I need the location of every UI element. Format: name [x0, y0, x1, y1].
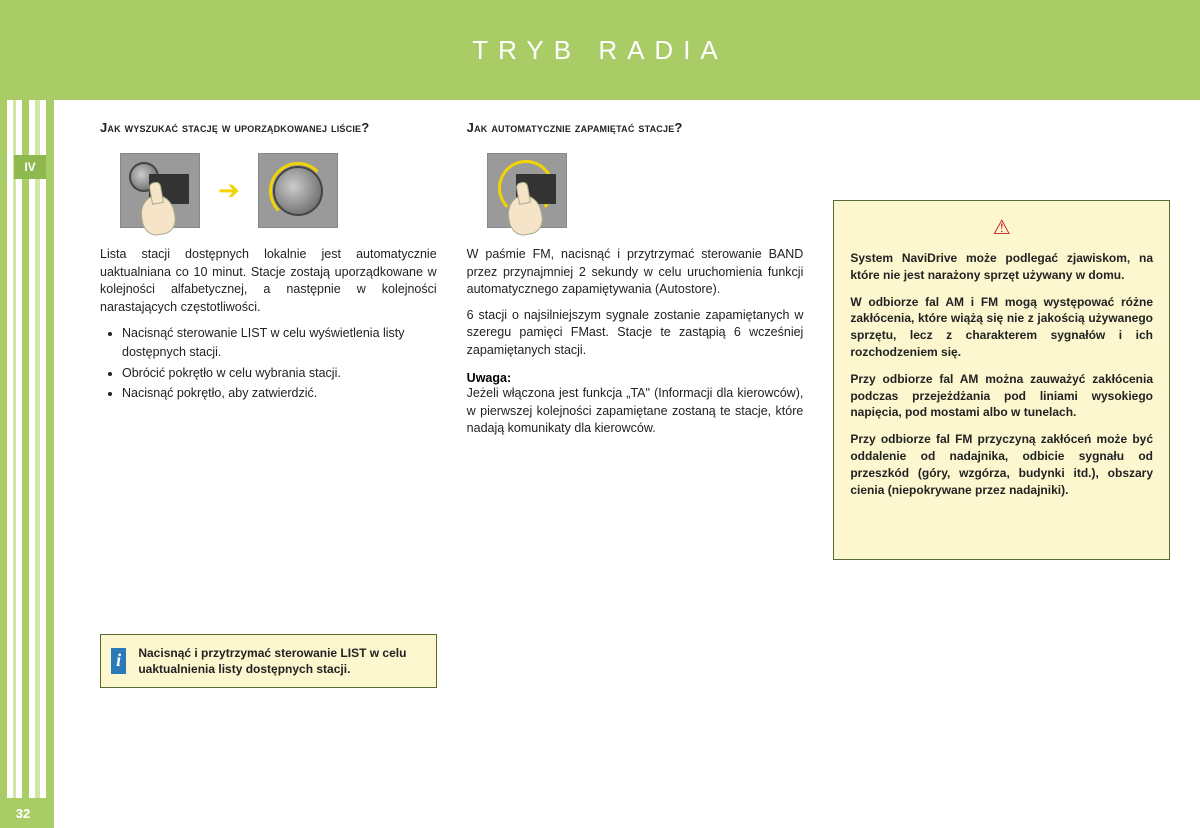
info-icon: i [111, 648, 126, 674]
list-item: Obrócić pokrętło w celu wybrania stacji. [122, 364, 437, 383]
col1-image-row: ➔ [100, 153, 437, 228]
page-number: 32 [0, 798, 46, 828]
warning-icon: ⚠ [850, 215, 1153, 240]
col1-heading: Jak wyszukać stację w uporządkowanej liś… [100, 120, 437, 135]
warn-para: System NaviDrive może podlegać zjawiskom… [850, 250, 1153, 284]
arrow-right-icon: ➔ [218, 175, 240, 206]
col2-image-row [467, 153, 804, 228]
column-1: Jak wyszukać stację w uporządkowanej liś… [100, 120, 437, 808]
list-item: Nacisnąć sterowanie LIST w celu wyświetl… [122, 324, 437, 362]
info-box: i Nacisnąć i przytrzymać sterowanie LIST… [100, 634, 437, 688]
warn-para: Przy odbiorze fal AM można zauważyć zakł… [850, 371, 1153, 421]
header-band: TRYB RADIA [0, 0, 1200, 100]
rotary-dial-image [258, 153, 338, 228]
uwaga-text: Jeżeli włączona jest funkcja „TA" (Infor… [467, 385, 804, 438]
warning-box: ⚠ System NaviDrive może podlegać zjawisk… [833, 200, 1170, 560]
col2-paragraph-2: 6 stacji o najsilniejszym sygnale zostan… [467, 307, 804, 360]
left-stripe-decor [0, 100, 60, 828]
content-area: Jak wyszukać stację w uporządkowanej liś… [60, 100, 1200, 828]
col1-bullet-list: Nacisnąć sterowanie LIST w celu wyświetl… [100, 324, 437, 405]
list-button-image [120, 153, 200, 228]
col1-paragraph: Lista stacji dostępnych lokalnie jest au… [100, 246, 437, 316]
col2-heading: Jak automatycznie zapamiętać stacje? [467, 120, 804, 135]
page-title: TRYB RADIA [472, 35, 728, 66]
column-2: Jak automatycznie zapamiętać stacje? W p… [467, 120, 804, 808]
col2-paragraph-1: W paśmie FM, nacisnąć i przytrzymać ster… [467, 246, 804, 299]
list-item: Nacisnąć pokrętło, aby zatwierdzić. [122, 384, 437, 403]
info-box-text: Nacisnąć i przytrzymać sterowanie LIST w… [138, 645, 423, 677]
warn-para: W odbiorze fal AM i FM mogą występować r… [850, 294, 1153, 361]
band-button-image [487, 153, 567, 228]
column-3: ⚠ System NaviDrive może podlegać zjawisk… [833, 120, 1170, 808]
section-tab: IV [14, 155, 46, 179]
warn-para: Przy odbiorze fal FM przyczyną zakłóceń … [850, 431, 1153, 498]
uwaga-label: Uwaga: [467, 371, 804, 385]
